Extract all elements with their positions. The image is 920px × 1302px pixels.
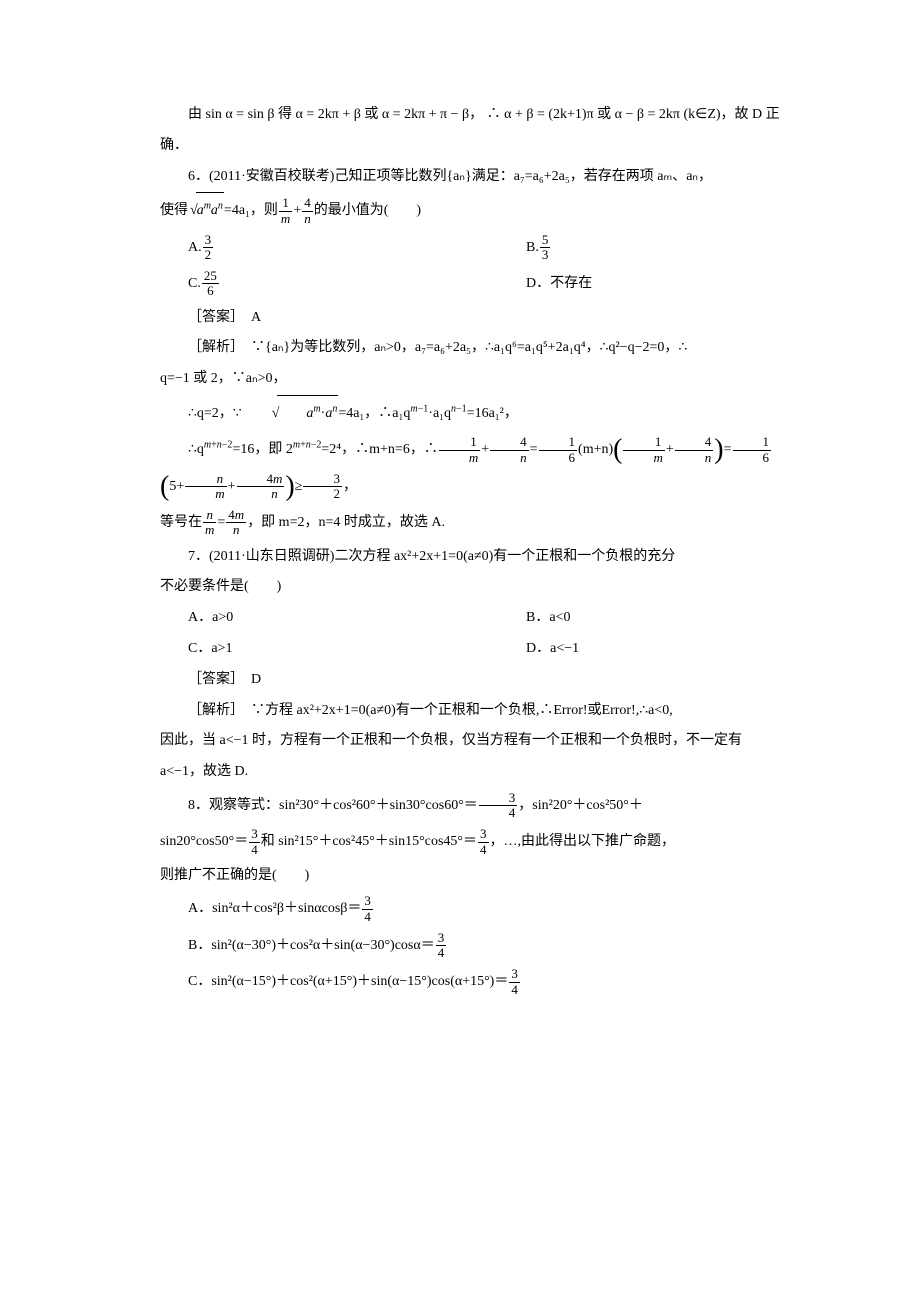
fraction: 34 [509, 967, 520, 997]
sqrt-icon: am·an [242, 395, 339, 432]
q6-option-c: C.256 [188, 266, 484, 302]
q7-sol-line2: 因此，当 a<−1 时，方程有一个正根和一个负根，仅当方程有一个正根和一个负根时… [160, 726, 780, 788]
fraction: 53 [540, 233, 551, 263]
fraction: 32 [303, 472, 342, 502]
text: =16a₁²， [467, 406, 518, 421]
q8-option-c: C．sin²(α−15°)＋cos²(α+15°)＋sin(α−15°)cos(… [188, 964, 780, 1000]
paragraph-intro: 由 sin α = sin β 得 α = 2kπ + β 或 α = 2kπ … [160, 100, 780, 162]
fraction: 34 [478, 827, 489, 857]
opt-label: C. [188, 276, 201, 291]
q6-stem-post: 的最小值为( ) [314, 203, 421, 218]
text: =2⁴，∴m+n=6，∴ [321, 442, 437, 457]
text: 5+ [169, 479, 184, 494]
text: ，…,由此得出以下推广命题， [490, 834, 676, 849]
sqrt-icon: aman [188, 192, 224, 229]
q6-stem-line1: 6．(2011·安徽百校联考)己知正项等比数列{aₙ}满足：a₇=a₆+2a₅，… [160, 162, 780, 193]
q6-sol-line2: q=−1 或 2，∵aₙ>0， [160, 364, 780, 395]
q8-option-b: B．sin²(α−30°)＋cos²α＋sin(α−30°)cosα＝34 [188, 928, 780, 964]
fraction: 32 [203, 233, 214, 263]
q8-options: A．sin²α＋cos²β＋sinαcosβ＝34 B．sin²(α−30°)＋… [188, 891, 780, 1000]
fraction: 34 [436, 931, 447, 961]
fraction: nm [185, 472, 226, 502]
text: 和 sin²15°＋cos²45°＋sin15°cos45°＝ [261, 834, 477, 849]
text: sin20°cos50°＝ [160, 834, 248, 849]
fraction: 4n [490, 435, 529, 465]
text: ，即 m=2，n=4 时成立，故选 A. [247, 515, 445, 530]
fraction: 1m [623, 435, 664, 465]
q6-stem-line2: 使得aman=4a₁，则1m+4n的最小值为( ) [160, 192, 780, 229]
text: ∴q=2，∵ [188, 406, 242, 421]
q7-stem-line1: 7．(2011·山东日照调研)二次方程 ax²+2x+1=0(a≠0)有一个正根… [160, 542, 780, 573]
q6-option-a: A.32 [188, 230, 484, 266]
text: 8．观察等式：sin²30°＋cos²60°＋sin30°cos60°＝ [188, 798, 478, 813]
opt-label: B. [526, 240, 539, 255]
q7-sol-line1: ［解析］ ∵方程 ax²+2x+1=0(a≠0)有一个正根和一个负根,∴Erro… [160, 696, 780, 727]
text: A．sin²α＋cos²β＋sinαcosβ＝ [188, 901, 361, 916]
text: 等号在 [160, 515, 202, 530]
opt-label: A. [188, 240, 202, 255]
right-paren-icon: ) [285, 471, 294, 502]
fraction: 4n [675, 435, 714, 465]
q6-sol-line1: ［解析］ ∵{aₙ}为等比数列，aₙ>0，a₇=a₆+2a₅，∴a₁q⁶=a₁q… [160, 333, 780, 364]
q7-option-d: D．a<−1 [484, 634, 780, 665]
fraction: 34 [362, 894, 373, 924]
fraction: nm [203, 508, 216, 538]
left-paren-icon: ( [160, 471, 169, 502]
text: ·a₁q [428, 406, 451, 421]
q7-options: A．a>0 B．a<0 C．a>1 D．a<−1 [188, 603, 780, 665]
q7-option-c: C．a>1 [188, 634, 484, 665]
q8-stem-line3: 则推广不正确的是( ) [160, 861, 780, 892]
q6-option-b: B.53 [484, 230, 780, 266]
q6-stem-mid: =4a₁，则 [224, 203, 278, 218]
text: ≥ [295, 479, 303, 494]
q6-sol-line3: ∴q=2，∵am·an=4a₁，∴a₁qm−1·a₁qn−1=16a₁²， [160, 395, 780, 432]
text: ，sin²20°＋cos²50°＋ [518, 798, 643, 813]
q7-option-a: A．a>0 [188, 603, 484, 634]
q6-options: A.32 B.53 C.256 D．不存在 [188, 230, 780, 303]
text: =4a₁，∴a₁q [338, 406, 410, 421]
fraction: 4n [302, 196, 313, 226]
q6-stem-pre: 使得 [160, 203, 188, 218]
fraction: 4mn [226, 508, 246, 538]
q6-answer: ［答案］ A [160, 303, 780, 334]
fraction: 1m [279, 196, 292, 226]
q7-answer: ［答案］ D [160, 665, 780, 696]
text: B．sin²(α−30°)＋cos²α＋sin(α−30°)cosα＝ [188, 938, 435, 953]
q8-stem-line1: 8．观察等式：sin²30°＋cos²60°＋sin30°cos60°＝34，s… [160, 788, 780, 824]
left-paren-icon: ( [613, 434, 622, 465]
q8-stem-line2: sin20°cos50°＝34和 sin²15°＋cos²45°＋sin15°c… [160, 824, 780, 860]
text: =16，即 2 [232, 442, 292, 457]
q6-sol-line5: 等号在nm=4mn，即 m=2，n=4 时成立，故选 A. [160, 505, 780, 541]
fraction: 256 [202, 269, 219, 299]
q6-sol-line4: ∴qm+n−2=16，即 2m+n−2=2⁴，∴m+n=6，∴1m+4n=16(… [160, 432, 780, 505]
text: ∴q [188, 442, 204, 457]
fraction: 34 [479, 791, 518, 821]
fraction: 4mn [237, 472, 285, 502]
q7-option-b: B．a<0 [484, 603, 780, 634]
fraction: 16 [733, 435, 772, 465]
text: C．sin²(α−15°)＋cos²(α+15°)＋sin(α−15°)cos(… [188, 974, 508, 989]
fraction: 16 [539, 435, 578, 465]
fraction: 1m [439, 435, 480, 465]
text: (m+n) [578, 442, 613, 457]
q8-option-a: A．sin²α＋cos²β＋sinαcosβ＝34 [188, 891, 780, 927]
q7-stem-line2: 不必要条件是( ) [160, 572, 780, 603]
q6-option-d: D．不存在 [484, 266, 780, 302]
right-paren-icon: ) [714, 434, 723, 465]
fraction: 34 [249, 827, 260, 857]
